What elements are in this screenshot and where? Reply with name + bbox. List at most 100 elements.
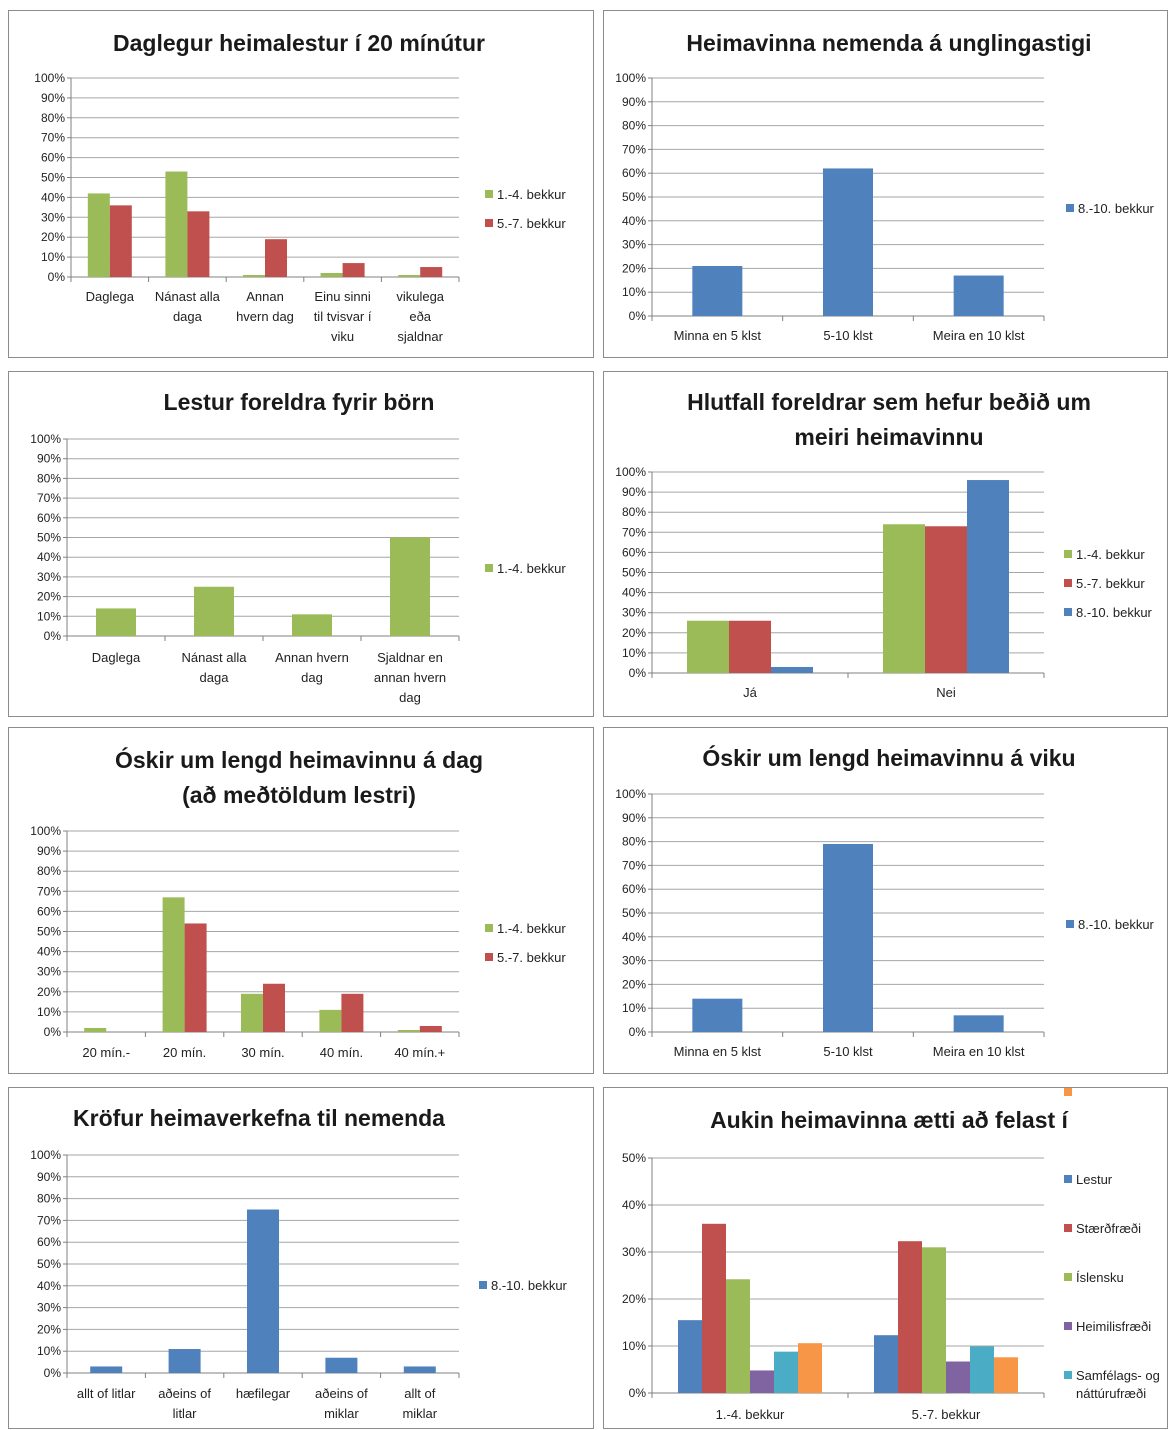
- y-tick-label: 50%: [37, 925, 61, 939]
- category-label: Nei: [936, 685, 956, 700]
- bar: [184, 923, 207, 1032]
- category-label: viku: [331, 329, 354, 344]
- category-label: Já: [743, 685, 758, 700]
- bar: [243, 275, 265, 277]
- bar: [96, 608, 136, 636]
- y-tick-label: 0%: [48, 270, 66, 284]
- y-tick-label: 30%: [622, 606, 646, 620]
- more-homework-chart: Hlutfall foreldrar sem hefur beðið um mei…: [615, 389, 1153, 700]
- y-tick-label: 100%: [615, 787, 646, 801]
- subjects-chart: Aukin heimavinna ætti að felast í 0% 10% 20…: [622, 1088, 1160, 1422]
- y-tick-label: 40%: [37, 1279, 61, 1293]
- y-tick-label: 100%: [34, 71, 65, 85]
- bar: [90, 1366, 123, 1373]
- y-tick-label: 90%: [622, 811, 646, 825]
- legend-swatch: [485, 219, 493, 227]
- y-tick-label: 90%: [622, 485, 646, 499]
- legend-label: Stærðfræði: [1076, 1221, 1141, 1236]
- daily-reading-chart: Daglegur heimalestur í 20 mínútur 0% 10% 20…: [34, 30, 566, 344]
- legend-swatch: [1066, 920, 1074, 928]
- y-tick-label: 10%: [37, 609, 61, 623]
- chart-panel-more-homework: Hlutfall foreldrar sem hefur beðið um mei…: [603, 371, 1168, 717]
- legend-label: 8.-10. bekkur: [1076, 605, 1153, 620]
- legend-label: 5.-7. bekkur: [497, 950, 566, 965]
- bar: [341, 993, 364, 1032]
- y-tick-label: 50%: [622, 906, 646, 920]
- bar: [292, 614, 332, 636]
- bar: [774, 1351, 798, 1393]
- y-tick-label: 50%: [622, 566, 646, 580]
- category-label: Meira en 10 klst: [933, 1044, 1025, 1059]
- bar: [687, 620, 729, 673]
- y-tick-label: 100%: [615, 71, 646, 85]
- y-tick-label: 100%: [615, 465, 646, 479]
- chart-panel-demands: Kröfur heimaverkefna til nemenda 0% 10% 20%…: [8, 1087, 594, 1429]
- bar: [84, 1027, 107, 1032]
- category-label: eða: [409, 309, 431, 324]
- y-tick-label: 90%: [622, 95, 646, 109]
- category-label: Annan: [246, 289, 284, 304]
- y-tick-label: 0%: [629, 1386, 647, 1400]
- y-tick-label: 60%: [41, 151, 65, 165]
- legend-swatch: [485, 564, 493, 572]
- y-tick-label: 70%: [37, 491, 61, 505]
- y-tick-label: 60%: [622, 545, 646, 559]
- bar: [692, 998, 743, 1032]
- bar: [771, 666, 813, 673]
- chart-panel-weekly-length: Óskir um lengd heimavinnu á viku 0% 10% 20%…: [603, 727, 1168, 1074]
- y-tick-label: 80%: [41, 111, 65, 125]
- category-label: 5-10 klst: [823, 1044, 873, 1059]
- bar: [109, 205, 132, 277]
- y-tick-label: 30%: [41, 210, 65, 224]
- y-tick-label: 70%: [622, 525, 646, 539]
- category-label: Sjaldnar en: [377, 650, 443, 665]
- y-tick-label: 20%: [622, 626, 646, 640]
- legend-swatch: [1064, 1175, 1072, 1183]
- chart-title: Kröfur heimaverkefna til nemenda: [73, 1105, 445, 1131]
- legend-label: 1.-4. bekkur: [497, 561, 566, 576]
- y-tick-label: 80%: [622, 835, 646, 849]
- parent-reading-chart: Lestur foreldra fyrir börn 0% 10% 20% 30% 40%…: [30, 389, 566, 705]
- bar: [342, 263, 365, 277]
- category-label: annan hvern: [374, 670, 446, 685]
- y-tick-label: 10%: [41, 250, 65, 264]
- bar: [953, 1015, 1004, 1032]
- y-tick-label: 50%: [37, 531, 61, 545]
- y-tick-label: 30%: [37, 965, 61, 979]
- bar: [87, 193, 110, 277]
- chart-title: Lestur foreldra fyrir börn: [164, 389, 435, 415]
- y-tick-label: 90%: [37, 452, 61, 466]
- category-label: Daglega: [86, 289, 135, 304]
- category-label: Nánast alla: [181, 650, 247, 665]
- bar: [320, 273, 343, 277]
- category-label: 1.-4. bekkur: [716, 1407, 785, 1422]
- bar: [702, 1223, 726, 1393]
- y-tick-label: 80%: [37, 1192, 61, 1206]
- y-tick-label: 0%: [629, 1025, 647, 1039]
- bar: [165, 171, 188, 277]
- category-label: Daglega: [92, 650, 141, 665]
- legend-label: Lestur: [1076, 1172, 1113, 1187]
- weekly-length-chart: Óskir um lengd heimavinnu á viku 0% 10% 20%…: [615, 744, 1154, 1059]
- bar: [750, 1370, 774, 1393]
- bar: [162, 897, 185, 1032]
- bar: [265, 239, 287, 277]
- y-tick-label: 80%: [37, 864, 61, 878]
- legend-label: 1.-4. bekkur: [1076, 547, 1145, 562]
- chart-panel-homework-teen: Heimavinna nemenda á unglingastigi 0% 10% 2…: [603, 10, 1168, 358]
- y-tick-label: 40%: [622, 930, 646, 944]
- y-tick-label: 80%: [622, 505, 646, 519]
- category-label: sjaldnar: [397, 329, 443, 344]
- category-label: miklar: [324, 1406, 359, 1421]
- bar: [419, 1025, 442, 1032]
- category-label: allt of litlar: [77, 1386, 136, 1401]
- y-tick-label: 20%: [37, 985, 61, 999]
- y-tick-label: 10%: [622, 285, 646, 299]
- category-label: miklar: [402, 1406, 437, 1421]
- y-tick-label: 0%: [44, 1025, 62, 1039]
- chart-panel-subjects: Aukin heimavinna ætti að felast í 0% 10% 20…: [603, 1087, 1168, 1429]
- y-tick-label: 30%: [622, 954, 646, 968]
- chart-panel-daily-reading: Daglegur heimalestur í 20 mínútur 0% 10% 20…: [8, 10, 594, 358]
- legend-swatch: [1064, 1224, 1072, 1232]
- legend-label: náttúrufræði: [1076, 1386, 1146, 1401]
